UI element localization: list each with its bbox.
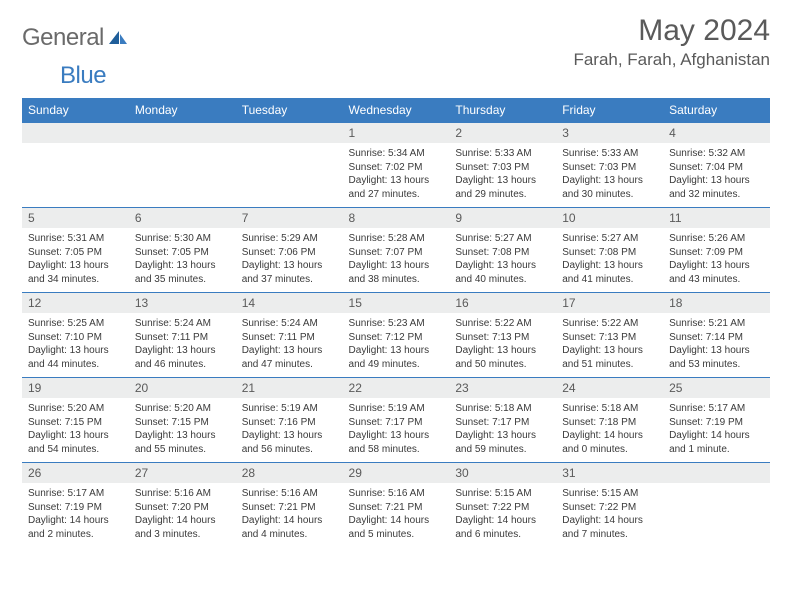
day-cell <box>129 143 236 208</box>
calendar: SundayMondayTuesdayWednesdayThursdayFrid… <box>22 98 770 547</box>
day-number-cell <box>22 123 129 144</box>
weekday-header: Friday <box>556 98 663 123</box>
day-cell: Sunrise: 5:27 AMSunset: 7:08 PMDaylight:… <box>449 228 556 293</box>
day-cell <box>22 143 129 208</box>
logo: General <box>22 14 130 52</box>
day-number-cell: 1 <box>343 123 450 144</box>
day-cell: Sunrise: 5:33 AMSunset: 7:03 PMDaylight:… <box>556 143 663 208</box>
day-number-cell <box>663 463 770 484</box>
day-number-cell <box>129 123 236 144</box>
day-cell: Sunrise: 5:26 AMSunset: 7:09 PMDaylight:… <box>663 228 770 293</box>
day-cell: Sunrise: 5:19 AMSunset: 7:16 PMDaylight:… <box>236 398 343 463</box>
day-number-cell: 18 <box>663 293 770 314</box>
day-number-cell: 16 <box>449 293 556 314</box>
weekday-header: Thursday <box>449 98 556 123</box>
day-cell: Sunrise: 5:22 AMSunset: 7:13 PMDaylight:… <box>556 313 663 378</box>
day-cell: Sunrise: 5:15 AMSunset: 7:22 PMDaylight:… <box>556 483 663 547</box>
day-cell: Sunrise: 5:17 AMSunset: 7:19 PMDaylight:… <box>663 398 770 463</box>
day-number-cell: 14 <box>236 293 343 314</box>
day-cell <box>236 143 343 208</box>
day-cell: Sunrise: 5:20 AMSunset: 7:15 PMDaylight:… <box>129 398 236 463</box>
location: Farah, Farah, Afghanistan <box>573 50 770 70</box>
day-cell: Sunrise: 5:33 AMSunset: 7:03 PMDaylight:… <box>449 143 556 208</box>
day-number-cell: 12 <box>22 293 129 314</box>
day-cell: Sunrise: 5:20 AMSunset: 7:15 PMDaylight:… <box>22 398 129 463</box>
day-number-cell: 11 <box>663 208 770 229</box>
day-cell: Sunrise: 5:21 AMSunset: 7:14 PMDaylight:… <box>663 313 770 378</box>
weekday-row: SundayMondayTuesdayWednesdayThursdayFrid… <box>22 98 770 123</box>
day-number-cell: 13 <box>129 293 236 314</box>
day-cell: Sunrise: 5:16 AMSunset: 7:21 PMDaylight:… <box>236 483 343 547</box>
day-number-cell: 4 <box>663 123 770 144</box>
day-cell: Sunrise: 5:17 AMSunset: 7:19 PMDaylight:… <box>22 483 129 547</box>
day-cell: Sunrise: 5:27 AMSunset: 7:08 PMDaylight:… <box>556 228 663 293</box>
day-cell: Sunrise: 5:16 AMSunset: 7:21 PMDaylight:… <box>343 483 450 547</box>
day-cell <box>663 483 770 547</box>
day-number-cell: 19 <box>22 378 129 399</box>
day-cell: Sunrise: 5:19 AMSunset: 7:17 PMDaylight:… <box>343 398 450 463</box>
day-number-cell: 2 <box>449 123 556 144</box>
day-cell: Sunrise: 5:24 AMSunset: 7:11 PMDaylight:… <box>129 313 236 378</box>
day-number-cell: 26 <box>22 463 129 484</box>
day-cell: Sunrise: 5:24 AMSunset: 7:11 PMDaylight:… <box>236 313 343 378</box>
day-number-cell: 28 <box>236 463 343 484</box>
logo-text-gray: General <box>22 24 104 52</box>
day-number-cell: 24 <box>556 378 663 399</box>
day-number-cell: 31 <box>556 463 663 484</box>
day-cell: Sunrise: 5:28 AMSunset: 7:07 PMDaylight:… <box>343 228 450 293</box>
month-title: May 2024 <box>573 14 770 48</box>
day-number-cell <box>236 123 343 144</box>
day-number-cell: 6 <box>129 208 236 229</box>
day-cell: Sunrise: 5:23 AMSunset: 7:12 PMDaylight:… <box>343 313 450 378</box>
day-cell: Sunrise: 5:32 AMSunset: 7:04 PMDaylight:… <box>663 143 770 208</box>
day-number-cell: 22 <box>343 378 450 399</box>
day-number-cell: 5 <box>22 208 129 229</box>
logo-text-blue: Blue <box>60 62 106 90</box>
weekday-header: Monday <box>129 98 236 123</box>
day-number-cell: 10 <box>556 208 663 229</box>
day-cell: Sunrise: 5:16 AMSunset: 7:20 PMDaylight:… <box>129 483 236 547</box>
day-number-cell: 29 <box>343 463 450 484</box>
logo-sail-icon <box>108 30 128 46</box>
day-cell: Sunrise: 5:30 AMSunset: 7:05 PMDaylight:… <box>129 228 236 293</box>
day-number-cell: 7 <box>236 208 343 229</box>
day-number-cell: 30 <box>449 463 556 484</box>
day-cell: Sunrise: 5:15 AMSunset: 7:22 PMDaylight:… <box>449 483 556 547</box>
weekday-header: Tuesday <box>236 98 343 123</box>
day-cell: Sunrise: 5:31 AMSunset: 7:05 PMDaylight:… <box>22 228 129 293</box>
calendar-body: 1234 Sunrise: 5:34 AMSunset: 7:02 PMDayl… <box>22 123 770 548</box>
day-cell: Sunrise: 5:18 AMSunset: 7:17 PMDaylight:… <box>449 398 556 463</box>
day-number-cell: 27 <box>129 463 236 484</box>
day-number-cell: 23 <box>449 378 556 399</box>
weekday-header: Wednesday <box>343 98 450 123</box>
weekday-header: Sunday <box>22 98 129 123</box>
day-number-cell: 9 <box>449 208 556 229</box>
day-cell: Sunrise: 5:29 AMSunset: 7:06 PMDaylight:… <box>236 228 343 293</box>
weekday-header: Saturday <box>663 98 770 123</box>
day-number-cell: 21 <box>236 378 343 399</box>
day-cell: Sunrise: 5:22 AMSunset: 7:13 PMDaylight:… <box>449 313 556 378</box>
day-cell: Sunrise: 5:25 AMSunset: 7:10 PMDaylight:… <box>22 313 129 378</box>
day-number-cell: 25 <box>663 378 770 399</box>
day-number-cell: 15 <box>343 293 450 314</box>
day-number-cell: 8 <box>343 208 450 229</box>
day-cell: Sunrise: 5:34 AMSunset: 7:02 PMDaylight:… <box>343 143 450 208</box>
day-number-cell: 20 <box>129 378 236 399</box>
day-cell: Sunrise: 5:18 AMSunset: 7:18 PMDaylight:… <box>556 398 663 463</box>
title-block: May 2024 Farah, Farah, Afghanistan <box>573 14 770 70</box>
day-number-cell: 17 <box>556 293 663 314</box>
day-number-cell: 3 <box>556 123 663 144</box>
